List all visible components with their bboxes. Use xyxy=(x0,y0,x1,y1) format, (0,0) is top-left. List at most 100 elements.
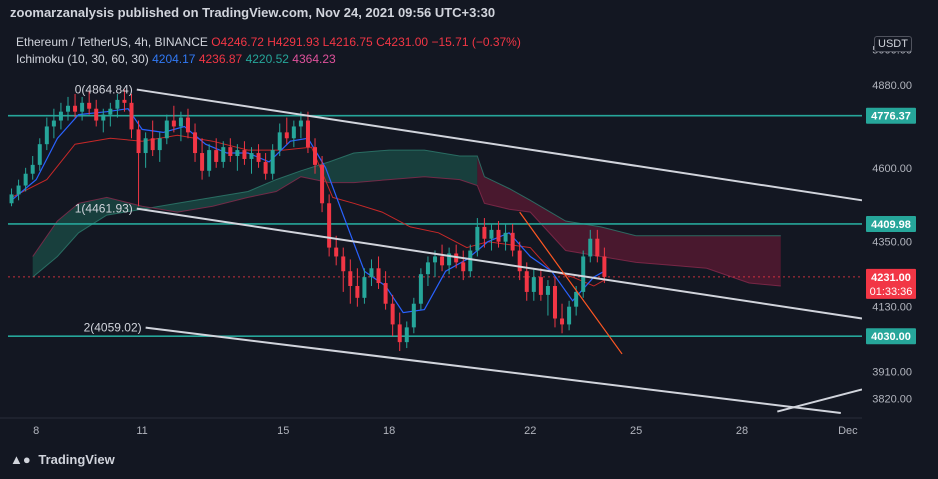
legend-ind-v4: 4364.23 xyxy=(292,52,336,66)
candle-body xyxy=(327,203,332,248)
candle-body xyxy=(574,291,579,307)
candle-body xyxy=(23,173,28,186)
currency-badge[interactable]: USDT xyxy=(874,36,912,52)
legend-ind-v2: 4236.87 xyxy=(198,52,243,66)
candle-body xyxy=(108,108,113,115)
candle-body xyxy=(390,303,395,325)
candle-body xyxy=(214,150,219,162)
channel-line-1 xyxy=(136,207,863,320)
current-price-label-bg xyxy=(866,268,916,299)
chart-legend: Ethereum / TetherUS, 4h, BINANCE O4246.7… xyxy=(16,34,521,68)
candle-body xyxy=(524,271,529,292)
current-price-label: 4231.00 xyxy=(871,272,911,284)
level-label: 4409.98 xyxy=(871,219,911,231)
legend-close: C4231.00 xyxy=(376,35,429,49)
candle-body xyxy=(9,194,14,204)
candle-body xyxy=(171,120,176,127)
tradingview-logo-text: TradingView xyxy=(38,452,115,467)
candle-body xyxy=(136,129,141,154)
level-label-bg xyxy=(866,215,916,232)
countdown-label: 01:33:36 xyxy=(870,286,913,298)
candle-body xyxy=(489,229,494,239)
publisher-banner: zoomarzanalysis published on TradingView… xyxy=(0,0,938,26)
legend-symbol[interactable]: Ethereum / TetherUS, 4h, BINANCE xyxy=(16,35,208,49)
cloud-span-b-line xyxy=(32,176,781,287)
candle-body xyxy=(65,105,70,112)
candle-body xyxy=(404,327,409,343)
candle-body xyxy=(256,153,261,162)
candle-body xyxy=(447,253,452,266)
fib-label-2: 2(4059.02) xyxy=(84,321,142,335)
candle-body xyxy=(101,114,106,121)
x-tick-label: 11 xyxy=(136,425,147,437)
level-label-bg xyxy=(866,328,916,345)
candle-body xyxy=(178,117,183,127)
candle-body xyxy=(503,232,508,242)
x-tick-label: 25 xyxy=(630,425,642,437)
legend-high: H4291.93 xyxy=(267,35,320,49)
x-tick-label: 15 xyxy=(277,425,289,437)
candle-body xyxy=(595,238,600,257)
candle-body xyxy=(496,229,501,242)
y-tick-label: 3820.00 xyxy=(872,393,912,405)
price-chart[interactable]: 0(4864.84)1(4461.93)2(4059.02)5000.00488… xyxy=(0,26,938,452)
tradingview-footer: ▲● TradingView xyxy=(10,452,115,467)
candle-body xyxy=(433,256,437,263)
candle-body xyxy=(341,256,346,272)
candle-body xyxy=(531,277,536,292)
legend-ind-v1: 4204.17 xyxy=(152,52,196,66)
candle-body xyxy=(362,277,367,298)
candle-body xyxy=(348,271,353,286)
candle-body xyxy=(334,247,339,257)
candle-body xyxy=(482,226,487,239)
level-label-bg xyxy=(866,107,916,124)
candle-body xyxy=(143,138,148,154)
candle-body xyxy=(242,150,247,159)
candle-body xyxy=(164,120,169,139)
kijun-sen-line xyxy=(11,134,605,287)
candle-body xyxy=(440,256,445,266)
candle-body xyxy=(468,250,473,272)
channel-line-2 xyxy=(145,326,841,415)
legend-indicator[interactable]: Ichimoku (10, 30, 60, 30) xyxy=(16,52,149,66)
candle-body xyxy=(291,126,296,139)
y-tick-label: 4350.00 xyxy=(872,237,912,249)
candle-body xyxy=(221,147,226,162)
candle-body xyxy=(58,111,63,121)
candle-body xyxy=(284,132,289,139)
candle-body xyxy=(270,150,275,174)
candle-body xyxy=(425,262,430,275)
y-tick-label: 4880.00 xyxy=(872,80,912,92)
ichimoku-cloud-bullish xyxy=(32,150,478,278)
candle-body xyxy=(150,138,155,151)
candle-body xyxy=(228,147,233,156)
candle-body xyxy=(602,256,607,277)
level-label: 4776.37 xyxy=(871,111,911,123)
candle-body xyxy=(44,126,49,145)
candle-body xyxy=(418,274,423,304)
candle-body xyxy=(277,132,282,151)
candle-body xyxy=(369,268,374,278)
candle-body xyxy=(581,256,586,292)
ichimoku-cloud-bearish xyxy=(477,156,781,286)
x-tick-label: Dec xyxy=(838,425,858,437)
legend-ind-v3: 4220.52 xyxy=(245,52,289,66)
candle-body xyxy=(263,161,268,174)
candle-body xyxy=(129,102,134,130)
candle-body xyxy=(411,303,416,328)
legend-indicator-row: Ichimoku (10, 30, 60, 30) 4204.17 4236.8… xyxy=(16,51,521,68)
x-tick-label: 22 xyxy=(524,425,536,437)
candle-body xyxy=(87,102,92,109)
x-tick-label: 18 xyxy=(383,425,395,437)
candle-body xyxy=(355,286,360,298)
tradingview-logo-icon: ▲● xyxy=(10,452,31,467)
candle-body xyxy=(193,132,198,154)
candle-body xyxy=(397,324,402,343)
fib-label-0: 0(4864.84) xyxy=(75,83,133,97)
y-tick-label: 4600.00 xyxy=(872,163,912,175)
y-tick-label: 4130.00 xyxy=(872,302,912,314)
candle-body xyxy=(545,286,550,295)
candle-body xyxy=(320,164,325,204)
candle-body xyxy=(517,250,522,272)
candle-body xyxy=(560,318,565,325)
